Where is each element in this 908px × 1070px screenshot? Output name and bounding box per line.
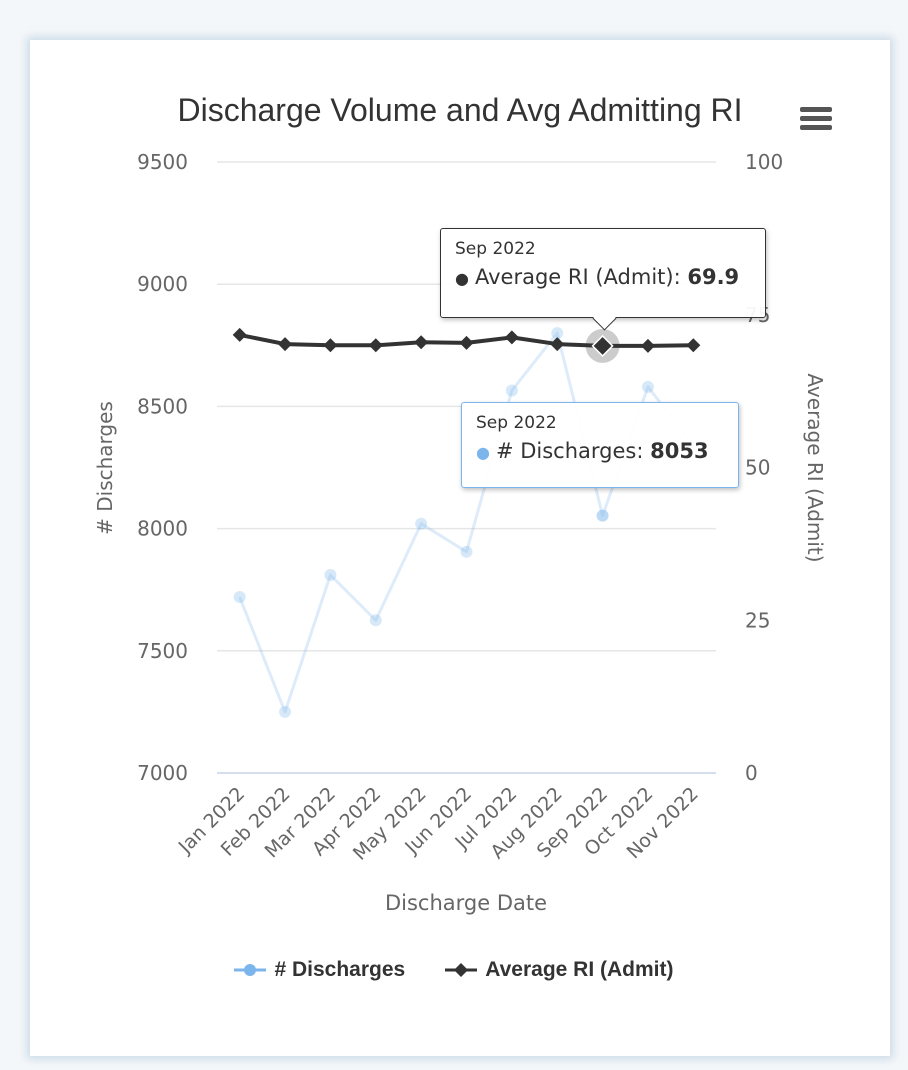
- average-ri-point: [232, 327, 247, 342]
- discharges-point: [324, 569, 337, 582]
- discharges-point: [641, 380, 654, 393]
- left-tick-label: 8000: [137, 517, 188, 541]
- discharges-point: [505, 384, 518, 397]
- chart-card: [30, 40, 890, 1056]
- hamburger-menu-icon: [800, 106, 832, 112]
- series-dot-icon: ●: [455, 269, 469, 288]
- average-ri-point: [323, 338, 338, 353]
- left-axis-ticks: 7000 7500 8000 8500 9000 9500: [137, 150, 188, 785]
- discharges-point: [233, 591, 246, 604]
- discharges-point: [279, 705, 292, 718]
- left-tick-label: 8500: [137, 394, 188, 418]
- right-axis-title: Average RI (Admit): [803, 373, 827, 562]
- average-ri-point: [640, 338, 655, 353]
- tooltip-average-ri: Sep 2022 ● Average RI (Admit): 69.9: [440, 228, 766, 331]
- right-tick-label: 0: [745, 761, 758, 785]
- right-tick-label: 100: [745, 150, 783, 174]
- discharges-line: [238, 331, 695, 714]
- tooltip-series-name: Average RI (Admit): [474, 265, 674, 289]
- average-ri-point: [368, 338, 383, 353]
- series-discharges: [233, 327, 700, 718]
- tooltip-discharges: Sep 2022 ● # Discharges: 8053: [461, 402, 739, 488]
- tooltip-value: 69.9: [687, 265, 740, 289]
- legend-item-discharges[interactable]: # Discharges: [234, 958, 405, 982]
- tooltip-series-name: # Discharges: [495, 439, 637, 463]
- right-tick-label: 50: [745, 456, 770, 480]
- chart-legend: # Discharges Average RI (Admit): [0, 958, 908, 982]
- average-ri-point: [504, 330, 519, 345]
- average-ri-point: [550, 337, 565, 352]
- chart-title: Discharge Volume and Avg Admitting RI: [177, 92, 742, 128]
- series-dot-icon: ●: [476, 443, 490, 462]
- average-ri-point: [278, 337, 293, 352]
- discharges-point: [369, 614, 382, 627]
- series-average-ri: [232, 327, 701, 363]
- line-circle-icon: [234, 964, 267, 976]
- line-diamond-icon: [445, 963, 478, 977]
- legend-item-average-ri[interactable]: Average RI (Admit): [445, 958, 674, 982]
- tooltip-date: Sep 2022: [455, 239, 536, 259]
- discharges-point: [596, 509, 609, 522]
- tooltip-date: Sep 2022: [476, 413, 557, 433]
- average-ri-point: [459, 335, 474, 350]
- grid-lines: [217, 161, 716, 774]
- tooltip-value: 8053: [650, 439, 709, 463]
- left-tick-label: 9000: [137, 272, 188, 296]
- right-tick-label: 25: [745, 608, 770, 632]
- x-axis-title: Discharge Date: [385, 891, 547, 915]
- average-ri-point: [414, 335, 429, 350]
- average-ri-point: [591, 334, 614, 357]
- left-tick-label: 7000: [137, 761, 188, 785]
- average-ri-point: [686, 338, 701, 353]
- discharges-point: [415, 517, 428, 530]
- left-axis-title: # Discharges: [93, 401, 117, 535]
- discharges-point: [460, 545, 473, 558]
- legend-label: # Discharges: [274, 958, 406, 981]
- legend-label: Average RI (Admit): [485, 958, 674, 981]
- left-tick-label: 9500: [137, 150, 188, 174]
- left-tick-label: 7500: [137, 639, 188, 663]
- discharges-point: [551, 327, 564, 340]
- chart-menu-button[interactable]: [796, 100, 836, 136]
